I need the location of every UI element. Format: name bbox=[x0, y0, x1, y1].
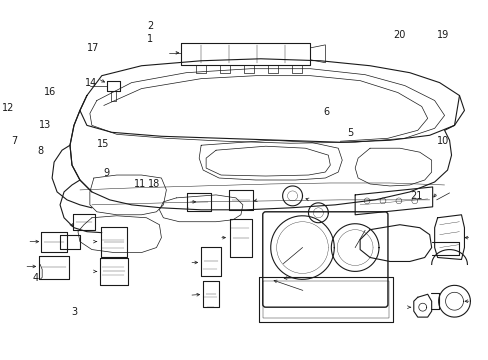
Text: 9: 9 bbox=[103, 168, 109, 178]
Text: 7: 7 bbox=[11, 136, 17, 146]
Text: 5: 5 bbox=[346, 129, 353, 139]
Text: 21: 21 bbox=[410, 191, 422, 201]
Text: 15: 15 bbox=[97, 139, 109, 149]
Text: 2: 2 bbox=[146, 21, 153, 31]
Text: 4: 4 bbox=[33, 273, 39, 283]
Text: 14: 14 bbox=[85, 78, 97, 89]
Text: 6: 6 bbox=[323, 107, 328, 117]
Text: 17: 17 bbox=[87, 42, 100, 53]
Text: 10: 10 bbox=[436, 136, 448, 146]
Text: 19: 19 bbox=[436, 30, 448, 40]
Text: 3: 3 bbox=[71, 307, 78, 318]
Text: 18: 18 bbox=[148, 179, 160, 189]
Text: 20: 20 bbox=[392, 30, 405, 40]
Text: 12: 12 bbox=[2, 103, 15, 113]
Text: 13: 13 bbox=[39, 120, 51, 130]
Text: 16: 16 bbox=[43, 87, 56, 97]
Text: 1: 1 bbox=[146, 34, 153, 44]
Text: 11: 11 bbox=[133, 179, 145, 189]
Text: 8: 8 bbox=[38, 147, 43, 156]
